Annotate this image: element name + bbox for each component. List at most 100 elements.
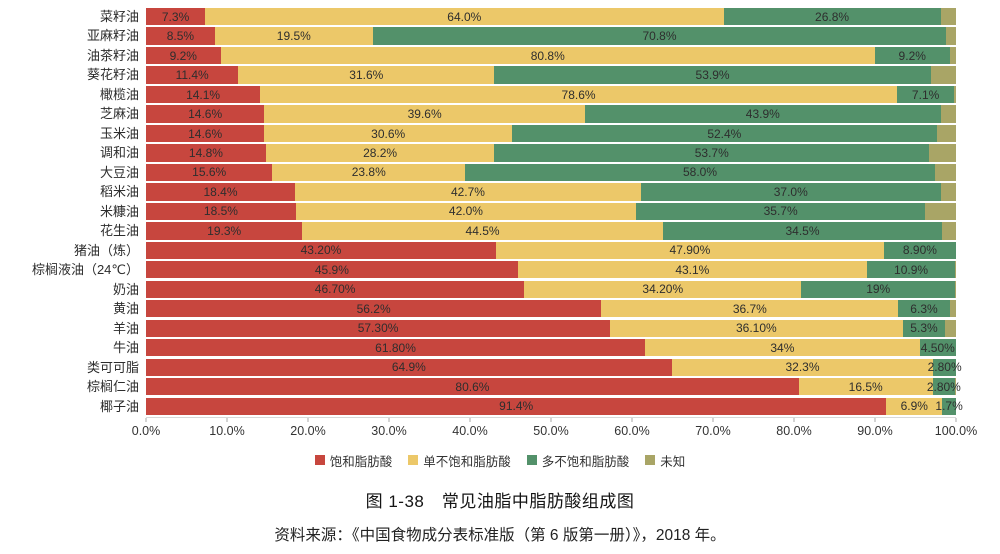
bar-track: 15.6% 23.8% 58.0%: [146, 163, 956, 182]
segment-monounsaturated: 47.90%: [495, 241, 884, 259]
axis-tick-label: 0.0%: [131, 424, 161, 439]
segment-value-label: 8.90%: [902, 243, 937, 258]
axis-tick: [550, 418, 552, 423]
segment-value-label: 64.9%: [391, 360, 426, 375]
figure-caption: 图 1-38 常见油脂中脂肪酸组成图: [365, 492, 635, 512]
category-label: 油茶籽油: [86, 47, 139, 63]
segment-monounsaturated: 42.0%: [295, 202, 637, 221]
segment-saturated: 46.70%: [146, 280, 525, 298]
segment-value-label: 1.7%: [935, 399, 963, 414]
category-label: 橄榄油: [99, 86, 139, 102]
segment-unknown: [934, 163, 956, 182]
segment-value-label: 14.6%: [188, 107, 223, 122]
segment-saturated: 43.20%: [146, 241, 496, 259]
bar-track: 8.5% 19.5% 70.8%: [146, 27, 956, 45]
segment-unknown: [929, 144, 956, 162]
segment-value-label: 53.9%: [695, 68, 730, 83]
segment-saturated: 18.5%: [146, 202, 296, 221]
segment-saturated: 57.30%: [146, 319, 611, 337]
segment-polyunsaturated: 2.80%: [928, 358, 962, 376]
chart-row: 稻米油 18.4% 42.7% 37.0%: [0, 183, 1000, 201]
segment-value-label: 57.30%: [357, 321, 399, 336]
segment-value-label: 34%: [770, 340, 795, 355]
category-label: 亚麻籽油: [86, 28, 139, 44]
chart-row: 棕榈仁油 80.6% 16.5% 2.80%: [0, 378, 1000, 396]
segment-monounsaturated: 16.5%: [798, 378, 933, 396]
segment-saturated: 14.6%: [146, 105, 265, 123]
segment-saturated: 19.3%: [146, 222, 303, 240]
segment-value-label: 80.6%: [455, 379, 490, 394]
segment-unknown: [940, 105, 956, 123]
segment-saturated: 64.9%: [146, 358, 672, 376]
chart-row: 米糠油 18.5% 42.0% 35.7%: [0, 202, 1000, 221]
chart-plot-area: 菜籽油 7.3% 64.0% 26.8% 亚麻籽油 8.5% 19.5% 70.8% 油茶籽油 9…: [0, 8, 1000, 415]
chart-row: 油茶籽油 9.2% 80.8% 9.2%: [0, 46, 1000, 65]
bar-track: 57.30% 36.10% 5.3%: [146, 319, 956, 337]
segment-saturated: 80.6%: [146, 378, 799, 396]
chart-row: 橄榄油 14.1% 78.6% 7.1%: [0, 85, 1000, 104]
segment-polyunsaturated: 35.7%: [636, 202, 926, 221]
segment-polyunsaturated: 10.9%: [866, 261, 956, 279]
category-label: 米糠油: [99, 203, 139, 219]
segment-value-label: 6.9%: [900, 399, 928, 414]
segment-polyunsaturated: 37.0%: [640, 183, 941, 201]
chart-row: 亚麻籽油 8.5% 19.5% 70.8%: [0, 27, 1000, 45]
segment-value-label: 15.6%: [192, 165, 227, 180]
chart-row: 猪油（炼） 43.20% 47.90% 8.90%: [0, 241, 1000, 259]
segment-value-label: 28.2%: [363, 145, 398, 160]
legend-swatch-icon: [314, 455, 325, 466]
legend-item: 多不饱和脂肪酸: [526, 451, 629, 470]
segment-value-label: 7.3%: [161, 9, 190, 24]
bar-track: 14.1% 78.6% 7.1%: [146, 85, 956, 104]
segment-saturated: 91.4%: [146, 397, 887, 415]
segment-polyunsaturated: 19%: [801, 280, 956, 298]
segment-saturated: 15.6%: [146, 163, 273, 182]
segment-value-label: 42.0%: [448, 204, 483, 219]
segment-value-label: 42.7%: [450, 184, 485, 199]
bar-track: 19.3% 44.5% 34.5%: [146, 222, 956, 240]
segment-value-label: 78.6%: [561, 87, 596, 102]
bar-track: 14.6% 39.6% 43.9%: [146, 105, 956, 123]
category-label: 椰子油: [99, 398, 139, 414]
axis-tick-label: 80.0%: [776, 424, 812, 439]
segment-monounsaturated: 36.10%: [610, 319, 903, 337]
segment-value-label: 34.5%: [785, 223, 820, 238]
axis-tick-label: 10.0%: [209, 424, 245, 439]
category-label: 奶油: [112, 281, 139, 297]
segment-saturated: 14.1%: [146, 85, 261, 104]
segment-saturated: 18.4%: [146, 183, 296, 201]
chart-row: 牛油 61.80% 34% 4.50%: [0, 339, 1000, 357]
segment-value-label: 18.5%: [203, 204, 238, 219]
chart-row: 调和油 14.8% 28.2% 53.7%: [0, 144, 1000, 162]
segment-saturated: 45.9%: [146, 261, 518, 279]
segment-monounsaturated: 78.6%: [260, 85, 897, 104]
bar-track: 64.9% 32.3% 2.80%: [146, 358, 962, 376]
category-label: 调和油: [99, 145, 139, 161]
category-label: 大豆油: [99, 164, 139, 180]
axis-tick-label: 30.0%: [371, 424, 407, 439]
category-label: 玉米油: [99, 125, 139, 141]
bar-track: 7.3% 64.0% 26.8%: [146, 8, 956, 26]
segment-value-label: 56.2%: [356, 301, 391, 316]
segment-value-label: 9.2%: [169, 48, 197, 63]
legend: 饱和脂肪酸 单不饱和脂肪酸 多不饱和脂肪酸 未知: [0, 451, 1000, 469]
segment-value-label: 43.9%: [745, 107, 780, 122]
segment-value-label: 16.5%: [848, 379, 883, 394]
segment-value-label: 61.80%: [375, 340, 416, 355]
segment-polyunsaturated: 8.90%: [883, 241, 956, 259]
bar-track: 45.9% 43.1% 10.9%: [146, 261, 956, 279]
segment-value-label: 35.7%: [763, 204, 798, 219]
x-axis: 0.0% 10.0% 20.0% 30.0% 40.0% 50.0% 60.0% 70.0% 8…: [132, 417, 977, 443]
segment-polyunsaturated: 26.8%: [723, 8, 941, 26]
legend-item: 饱和脂肪酸: [314, 451, 392, 470]
segment-saturated: 11.4%: [146, 66, 239, 84]
category-label: 棕榈仁油: [86, 379, 139, 395]
segment-unknown: [942, 222, 956, 240]
chart-row: 黄油 56.2% 36.7% 6.3%: [0, 300, 1000, 318]
segment-polyunsaturated: 2.80%: [927, 378, 961, 396]
segment-polyunsaturated: 6.3%: [898, 300, 950, 318]
segment-value-label: 26.8%: [815, 9, 850, 24]
segment-value-label: 45.9%: [314, 262, 349, 277]
segment-value-label: 43.20%: [300, 243, 342, 258]
axis-tick: [226, 418, 228, 423]
